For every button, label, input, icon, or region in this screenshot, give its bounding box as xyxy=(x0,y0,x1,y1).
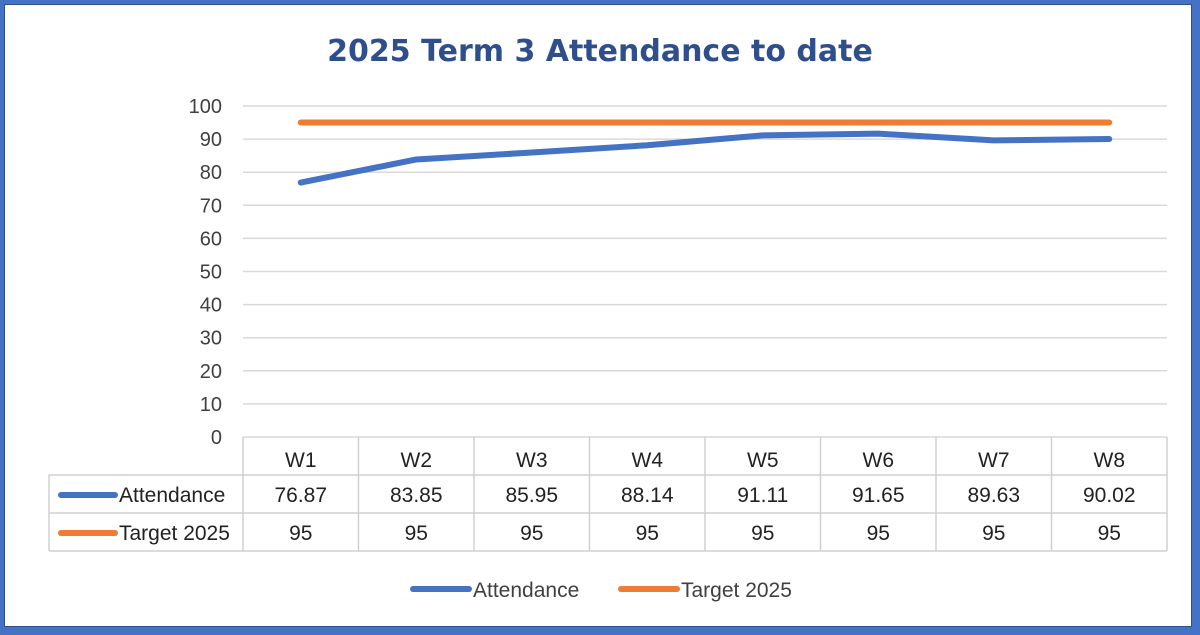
y-tick-label: 0 xyxy=(211,427,222,449)
series-line-attendance xyxy=(297,130,1113,186)
table-cell-value: 95 xyxy=(289,522,312,545)
table-cell-value: 95 xyxy=(982,522,1005,545)
y-tick-label: 10 xyxy=(200,394,222,416)
legend-label: Target 2025 xyxy=(681,579,792,602)
chart-svg: 2025 Term 3 Attendance to date 0 10 20 30 40… xyxy=(48,34,1168,602)
table-cell-value: 88.14 xyxy=(621,484,674,507)
table-cell-value: 95 xyxy=(1098,522,1121,545)
table-cell-value: 85.95 xyxy=(505,484,558,507)
y-tick-label: 40 xyxy=(200,295,222,317)
x-category-label: W4 xyxy=(632,449,664,472)
table-series-name: Attendance xyxy=(119,484,225,507)
table-cell-value: 95 xyxy=(867,522,890,545)
table-cell-value: 90.02 xyxy=(1083,484,1136,507)
y-tick-label: 50 xyxy=(200,262,222,284)
x-category-label: W8 xyxy=(1094,449,1126,472)
chart-title: 2025 Term 3 Attendance to date xyxy=(327,34,873,69)
y-tick-label: 80 xyxy=(200,162,222,184)
x-category-label: W3 xyxy=(516,449,548,472)
series-lines xyxy=(297,119,1113,186)
y-axis-ticks: 0 10 20 30 40 50 60 70 80 90 100 xyxy=(189,96,222,449)
legend: Attendance Target 2025 xyxy=(410,579,792,602)
x-category-label: W1 xyxy=(285,449,317,472)
y-tick-label: 100 xyxy=(189,96,222,118)
y-tick-label: 30 xyxy=(200,328,222,350)
table-cell-value: 95 xyxy=(405,522,428,545)
x-category-label: W6 xyxy=(863,449,895,472)
y-tick-label: 70 xyxy=(200,195,222,217)
y-tick-label: 20 xyxy=(200,361,222,383)
table-cell-value: 76.87 xyxy=(274,484,327,507)
x-category-label: W5 xyxy=(747,449,779,472)
table-cell-value: 95 xyxy=(520,522,543,545)
table-cell-value: 91.65 xyxy=(852,484,905,507)
data-table: W1 W2 W3 W4 W5 W6 W7 W8 Attendance 76.87 83.85 85.9… xyxy=(48,437,1168,552)
x-category-label: W7 xyxy=(978,449,1010,472)
table-cell-value: 95 xyxy=(636,522,659,545)
x-category-label: W2 xyxy=(401,449,433,472)
gridlines xyxy=(243,105,1167,438)
table-cell-value: 89.63 xyxy=(967,484,1020,507)
chart-frame: 2025 Term 3 Attendance to date 0 10 20 30 40… xyxy=(4,4,1192,627)
y-tick-label: 90 xyxy=(200,129,222,151)
table-cell-value: 83.85 xyxy=(390,484,443,507)
legend-label: Attendance xyxy=(473,579,579,602)
table-series-name: Target 2025 xyxy=(119,522,230,545)
table-cell-value: 91.11 xyxy=(737,484,788,507)
table-cell-value: 95 xyxy=(751,522,774,545)
y-tick-label: 60 xyxy=(200,228,222,250)
